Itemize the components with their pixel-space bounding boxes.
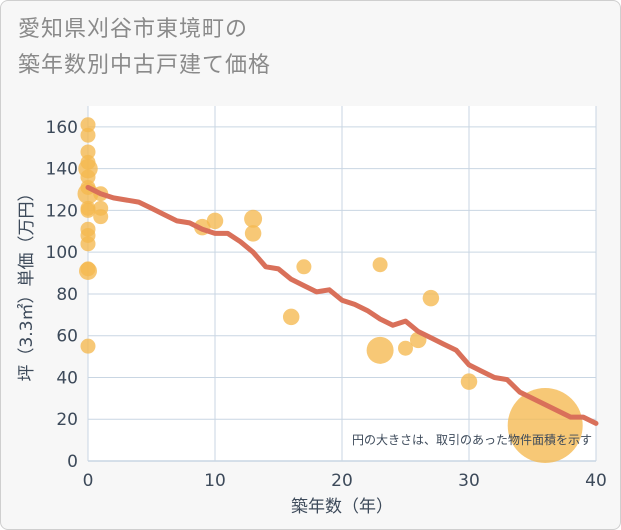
- data-point: [244, 225, 262, 242]
- data-point: [80, 202, 96, 218]
- x-axis-label: 築年数（年）: [291, 497, 393, 517]
- data-point: [366, 336, 394, 364]
- x-tick-label: 20: [331, 471, 353, 491]
- data-point: [244, 209, 263, 228]
- x-tick-label: 30: [458, 471, 480, 491]
- data-point: [80, 169, 96, 185]
- x-tick-label: 0: [83, 471, 94, 491]
- data-point: [80, 236, 96, 252]
- data-point: [80, 127, 96, 143]
- y-tick-label: 160: [46, 118, 78, 138]
- x-tick-labels: 0 10 20 30 40: [83, 471, 607, 491]
- data-point: [507, 388, 583, 463]
- y-tick-label: 0: [67, 452, 78, 472]
- y-tick-label: 100: [46, 243, 78, 263]
- grid-lines: [87, 106, 597, 462]
- trend-line: [85, 184, 599, 426]
- y-tick-label: 40: [56, 368, 78, 388]
- data-point: [422, 289, 440, 307]
- y-tick-label: 60: [56, 327, 78, 347]
- y-tick-label: 20: [56, 410, 78, 430]
- data-point: [93, 209, 109, 225]
- x-tick-label: 10: [204, 471, 226, 491]
- y-tick-labels: 0 20 40 60 80 100 120 140 160: [46, 118, 78, 472]
- data-point: [282, 308, 300, 326]
- chart-title: 愛知県刈谷市東境町の 築年数別中古戸建て価格: [18, 12, 271, 84]
- y-tick-label: 80: [56, 285, 78, 305]
- size-note: 円の大きさは、取引のあった物件面積を示す: [352, 432, 592, 447]
- data-point: [80, 338, 96, 354]
- data-point: [460, 373, 478, 390]
- data-point: [80, 144, 96, 160]
- x-tick-label: 40: [585, 471, 607, 491]
- data-point: [398, 340, 413, 356]
- y-tick-label: 140: [46, 160, 78, 180]
- y-axis-label: 坪（3.3㎡）単価（万円）: [17, 184, 37, 381]
- chart-title-line-1: 愛知県刈谷市東境町の: [18, 17, 249, 42]
- chart-title-line-2: 築年数別中古戸建て価格: [18, 53, 272, 78]
- data-point: [296, 259, 312, 275]
- data-point: [206, 212, 224, 230]
- data-point: [79, 261, 97, 280]
- y-tick-label: 120: [46, 201, 78, 221]
- data-point: [372, 257, 388, 273]
- trend-line-group: [85, 184, 599, 426]
- data-point: [80, 117, 96, 133]
